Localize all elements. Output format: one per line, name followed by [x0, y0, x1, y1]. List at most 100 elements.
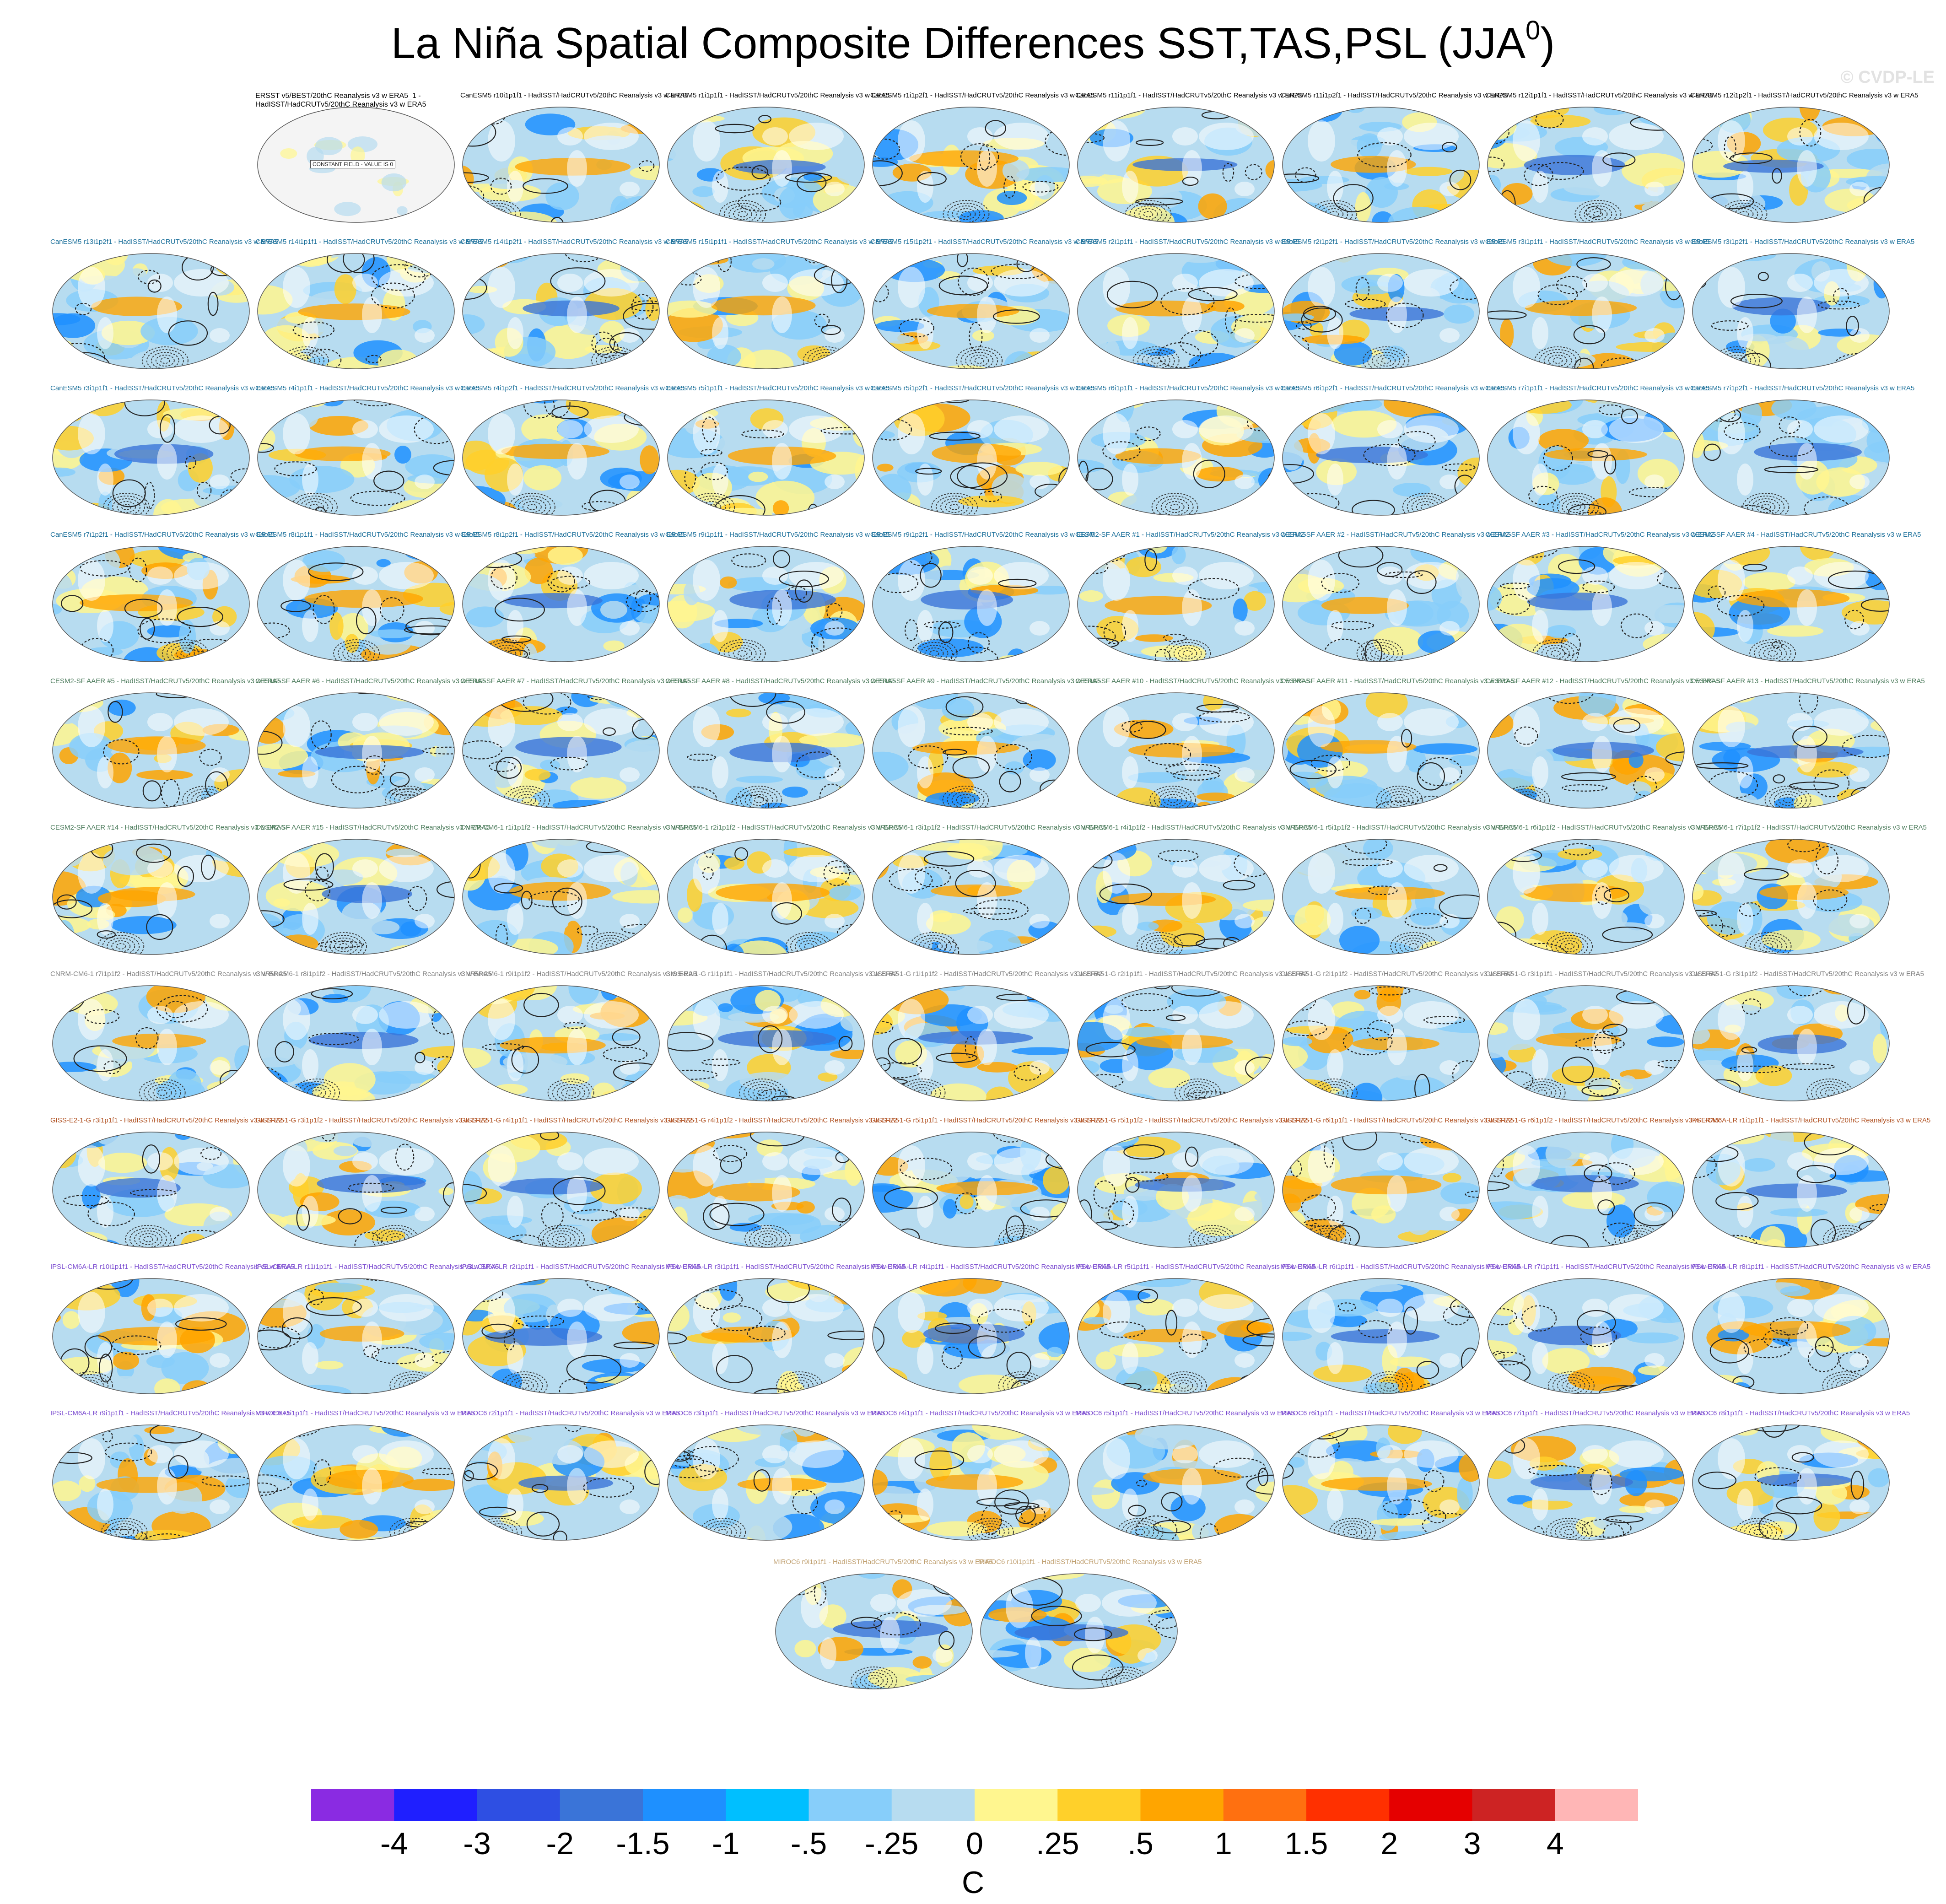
colorbar-tick-label: -2	[546, 1826, 574, 1861]
panel-label: GISS-E2-1-G r4i1p1f2 - HadISST/HadCRUTv5…	[665, 1117, 900, 1124]
map-panel: MIROC6 r3i1p1f1 - HadISST/HadCRUTv5/20th…	[665, 1409, 885, 1544]
panel-label: CanESM5 r7i1p2f1 - HadISST/HadCRUTv5/20t…	[1690, 384, 1915, 392]
colorbar-swatch	[1223, 1789, 1307, 1821]
map-plot	[1692, 1132, 1890, 1248]
colorbar-swatch	[394, 1789, 477, 1821]
map-panel: CNRM-CM6-1 r5i1p1f2 - HadISST/HadCRUTv5/…	[1280, 824, 1517, 959]
panel-label: MIROC6 r9i1p1f1 - HadISST/HadCRUTv5/20th…	[773, 1558, 993, 1566]
panel-label: CanESM5 r10i1p1f1 - HadISST/HadCRUTv5/20…	[460, 92, 689, 99]
title-text: La Niña Spatial Composite Differences SS…	[391, 19, 1526, 68]
map-plot	[52, 692, 250, 809]
map-panel: CanESM5 r7i1p2f1 - HadISST/HadCRUTv5/20t…	[50, 531, 275, 666]
map-panel: MIROC6 r2i1p1f1 - HadISST/HadCRUTv5/20th…	[460, 1409, 680, 1544]
colorbar-tick-label: 1	[1214, 1826, 1232, 1861]
panel-label: CNRM-CM6-1 r8i1p1f2 - HadISST/HadCRUTv5/…	[255, 970, 492, 978]
map-panel: GISS-E2-1-G r1i1p1f1 - HadISST/HadCRUTv5…	[665, 970, 899, 1105]
panel-label: CanESM5 r5i1p2f1 - HadISST/HadCRUTv5/20t…	[870, 384, 1095, 392]
panel-label: CNRM-CM6-1 r4i1p1f2 - HadISST/HadCRUTv5/…	[1075, 824, 1312, 831]
colorbar-swatch	[643, 1789, 726, 1821]
map-plot	[1487, 253, 1685, 369]
map-plot	[872, 1132, 1070, 1248]
map-panel: GISS-E2-1-G r3i1p1f2 - HadISST/HadCRUTv5…	[255, 1117, 489, 1251]
map-panel: ERSST v5/BEST/20thC Reanalysis v3 w ERA5…	[255, 92, 457, 227]
map-panel: MIROC6 r8i1p1f1 - HadISST/HadCRUTv5/20th…	[1690, 1409, 1910, 1544]
colorbar-swatch	[809, 1789, 892, 1821]
map-panel: CNRM-CM6-1 r1i1p1f2 - HadISST/HadCRUTv5/…	[460, 824, 697, 959]
map-plot	[462, 839, 660, 955]
map-plot	[52, 1132, 250, 1248]
map-plot	[872, 839, 1070, 955]
panel-label: MIROC6 r5i1p1f1 - HadISST/HadCRUTv5/20th…	[1075, 1409, 1295, 1417]
colorbar-swatch	[311, 1789, 394, 1821]
map-panel: CESM2-SF AAER #6 - HadISST/HadCRUTv5/20t…	[255, 677, 486, 812]
map-plot	[462, 1278, 660, 1394]
map-plot	[462, 253, 660, 369]
map-plot	[667, 985, 865, 1101]
colorbar	[311, 1789, 1638, 1821]
map-plot	[462, 546, 660, 662]
map-panel: CanESM5 r9i1p1f1 - HadISST/HadCRUTv5/20t…	[665, 531, 889, 666]
watermark: © CVDP-LE	[1840, 68, 1935, 87]
map-panel: CNRM-CM6-1 r6i1p1f2 - HadISST/HadCRUTv5/…	[1485, 824, 1722, 959]
map-plot	[1077, 107, 1275, 223]
panel-label: CanESM5 r5i1p1f1 - HadISST/HadCRUTv5/20t…	[665, 384, 890, 392]
colorbar-swatch	[1306, 1789, 1390, 1821]
panel-label: CNRM-CM6-1 r7i1p1f2 - HadISST/HadCRUTv5/…	[1690, 824, 1927, 831]
map-plot	[462, 692, 660, 809]
map-plot	[1282, 107, 1480, 223]
map-plot	[1077, 1424, 1275, 1541]
map-panel: MIROC6 r4i1p1f1 - HadISST/HadCRUTv5/20th…	[870, 1409, 1090, 1544]
map-plot	[667, 253, 865, 369]
panel-label: GISS-E2-1-G r4i1p1f1 - HadISST/HadCRUTv5…	[460, 1117, 695, 1124]
panel-label: MIROC6 r2i1p1f1 - HadISST/HadCRUTv5/20th…	[460, 1409, 680, 1417]
panel-label: CanESM5 r8i1p1f1 - HadISST/HadCRUTv5/20t…	[255, 531, 480, 539]
colorbar-swatch	[1555, 1789, 1638, 1821]
map-panel: CanESM5 r3i1p1f1 - HadISST/HadCRUTv5/20t…	[50, 384, 275, 519]
map-plot	[872, 546, 1070, 662]
map-panel: CESM2-SF AAER #10 - HadISST/HadCRUTv5/20…	[1075, 677, 1310, 812]
map-plot	[872, 1424, 1070, 1541]
map-panel: IPSL-CM6A-LR r9i1p1f1 - HadISST/HadCRUTv…	[50, 1409, 291, 1544]
panel-label: MIROC6 r1i1p1f1 - HadISST/HadCRUTv5/20th…	[255, 1409, 475, 1417]
panel-label: IPSL-CM6A-LR r5i1p1f1 - HadISST/HadCRUTv…	[1075, 1263, 1316, 1271]
panel-label: IPSL-CM6A-LR r1i1p1f1 - HadISST/HadCRUTv…	[1690, 1117, 1931, 1124]
panel-label: CNRM-CM6-1 r9i1p1f2 - HadISST/HadCRUTv5/…	[460, 970, 697, 978]
colorbar-tick-label: 4	[1546, 1826, 1564, 1861]
map-panel: GISS-E2-1-G r4i1p1f2 - HadISST/HadCRUTv5…	[665, 1117, 900, 1251]
map-panel: CNRM-CM6-1 r2i1p1f2 - HadISST/HadCRUTv5/…	[665, 824, 902, 959]
map-plot	[1692, 1424, 1890, 1541]
panel-label: IPSL-CM6A-LR r11i1p1f1 - HadISST/HadCRUT…	[255, 1263, 499, 1271]
map-panel: CESM2-SF AAER #2 - HadISST/HadCRUTv5/20t…	[1280, 531, 1511, 666]
map-plot	[872, 985, 1070, 1101]
panel-label: CESM2-SF AAER #12 - HadISST/HadCRUTv5/20…	[1485, 677, 1720, 685]
panel-label: CanESM5 r15i1p2f1 - HadISST/HadCRUTv5/20…	[870, 238, 1099, 246]
panel-label: CanESM5 r12i1p2f1 - HadISST/HadCRUTv5/20…	[1690, 92, 1919, 99]
map-plot	[52, 839, 250, 955]
panel-label: GISS-E2-1-G r2i1p1f1 - HadISST/HadCRUTv5…	[1075, 970, 1310, 978]
map-panel: CanESM5 r4i1p2f1 - HadISST/HadCRUTv5/20t…	[460, 384, 685, 519]
map-plot	[667, 1424, 865, 1541]
panel-label: CanESM5 r3i1p1f1 - HadISST/HadCRUTv5/20t…	[1485, 238, 1710, 246]
map-panel: GISS-E2-1-G r3i1p1f1 - HadISST/HadCRUTv5…	[50, 1117, 284, 1251]
map-plot	[462, 1424, 660, 1541]
panel-label: CNRM-CM6-1 r7i1p1f2 - HadISST/HadCRUTv5/…	[50, 970, 287, 978]
map-plot	[1692, 546, 1890, 662]
colorbar-swatch	[1057, 1789, 1141, 1821]
map-panel: CESM2-SF AAER #8 - HadISST/HadCRUTv5/20t…	[665, 677, 896, 812]
map-panel: IPSL-CM6A-LR r10i1p1f1 - HadISST/HadCRUT…	[50, 1263, 295, 1398]
panel-label: MIROC6 r7i1p1f1 - HadISST/HadCRUTv5/20th…	[1485, 1409, 1705, 1417]
panel-label: MIROC6 r8i1p1f1 - HadISST/HadCRUTv5/20th…	[1690, 1409, 1910, 1417]
map-plot	[1487, 985, 1685, 1101]
panel-label: IPSL-CM6A-LR r9i1p1f1 - HadISST/HadCRUTv…	[50, 1409, 291, 1417]
map-plot	[52, 546, 250, 662]
map-plot	[462, 985, 660, 1101]
map-panel: IPSL-CM6A-LR r6i1p1f1 - HadISST/HadCRUTv…	[1280, 1263, 1520, 1398]
panel-label: GISS-E2-1-G r6i1p1f1 - HadISST/HadCRUTv5…	[1280, 1117, 1515, 1124]
colorbar-labels: -4 -3 -2 -1.5 -1 -.5 -.25 0 .25 .5 1 1.5 2 3 4	[311, 1826, 1638, 1867]
map-plot	[462, 1132, 660, 1248]
panel-label: GISS-E2-1-G r5i1p1f2 - HadISST/HadCRUTv5…	[1075, 1117, 1310, 1124]
title-close: )	[1540, 19, 1555, 68]
panel-label: CanESM5 r3i1p2f1 - HadISST/HadCRUTv5/20t…	[1690, 238, 1915, 246]
map-panel: CanESM5 r11i1p1f1 - HadISST/HadCRUTv5/20…	[1075, 92, 1303, 227]
map-plot	[1077, 839, 1275, 955]
